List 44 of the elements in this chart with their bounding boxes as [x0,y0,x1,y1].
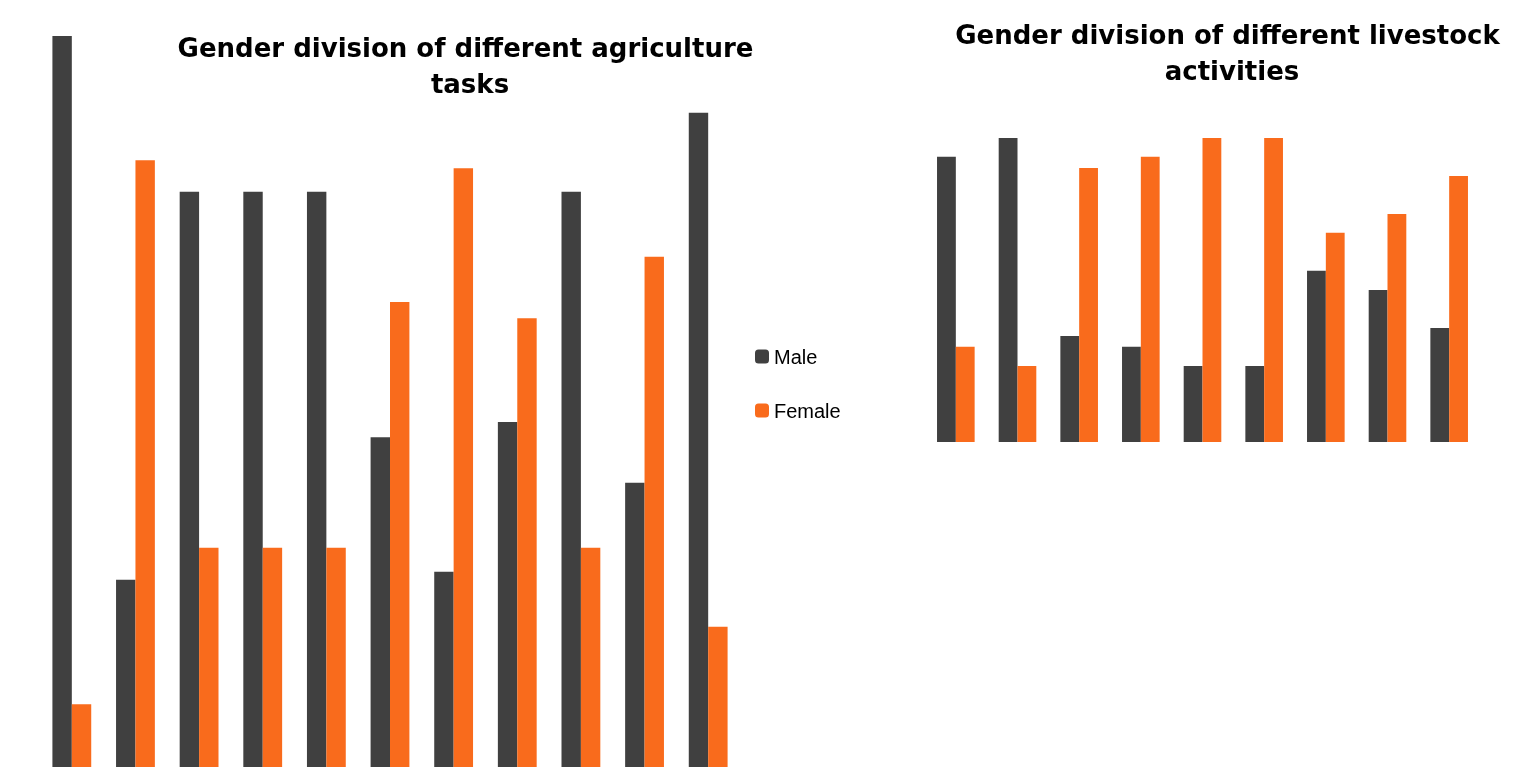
bar [1368,290,1388,442]
bar [688,112,709,767]
bar [434,571,454,767]
bar [1122,346,1141,442]
bar [561,191,581,767]
bar [306,191,327,767]
bar [937,156,956,442]
bar [1449,176,1468,442]
bar [1079,168,1098,442]
legend-label: Female [774,399,841,422]
bar [708,626,728,767]
bar [955,346,975,442]
bar [1245,366,1265,442]
bar [243,191,263,767]
bar [644,256,664,767]
bar [326,547,346,767]
legend-label: Male [774,345,818,368]
bar [1430,328,1450,442]
bar [580,547,601,767]
bar [1017,366,1037,442]
bar [1060,335,1080,442]
bar [370,437,390,767]
bar [1264,138,1283,442]
bar [199,547,219,767]
bar [390,302,410,767]
text: Gender division of different agriculture tasks [177,33,763,99]
bar [453,168,474,767]
bar [497,421,518,767]
bar [625,482,645,767]
bar [116,579,136,767]
bar [517,318,537,767]
bar [1307,270,1326,442]
chart-title: Gender division of different livestock activities [955,20,1509,86]
bar [998,138,1018,442]
bar [71,704,92,767]
bar [1140,156,1160,442]
bar [1325,232,1345,442]
bar [135,160,155,767]
bar [179,191,200,767]
bar [1387,214,1407,442]
bar [262,547,283,767]
bar [52,36,72,767]
bar [1183,366,1203,442]
bar [1202,138,1222,442]
